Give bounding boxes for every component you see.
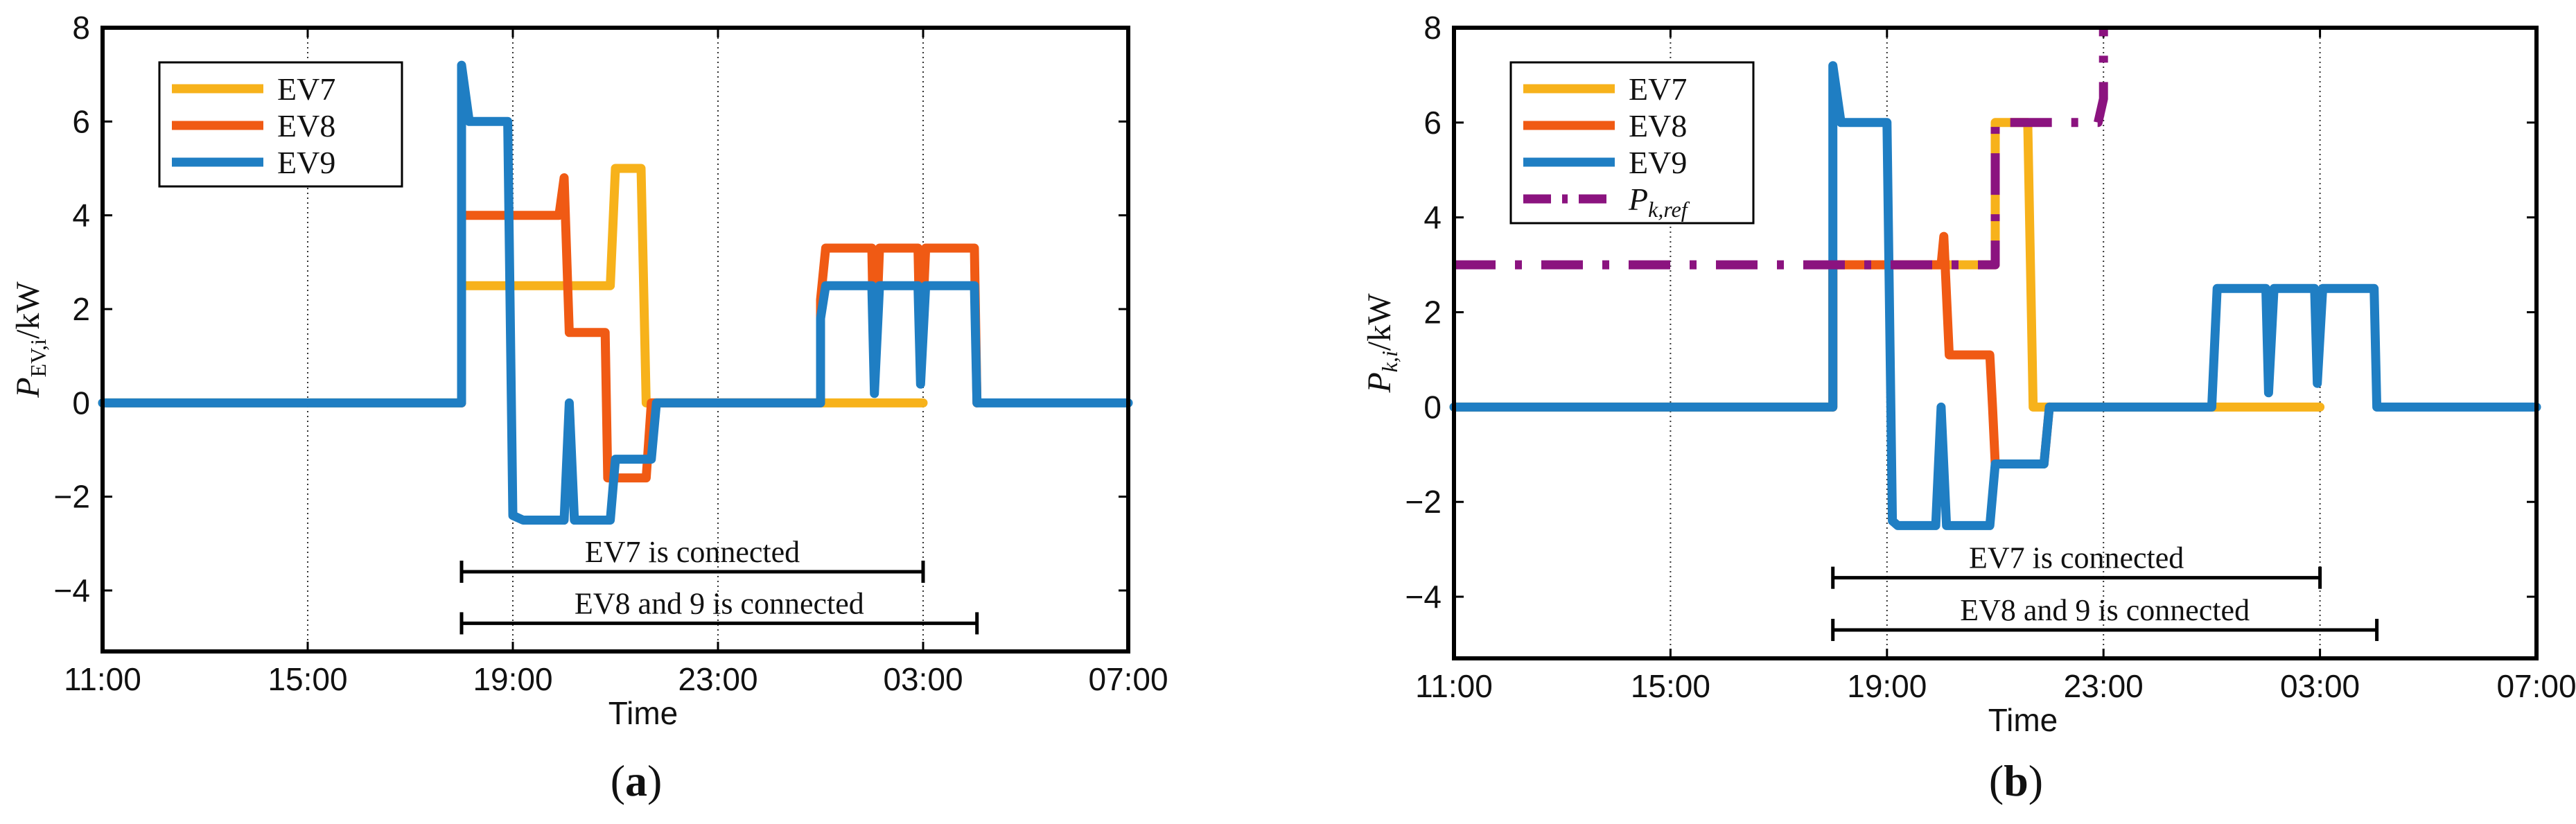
x-tick-label: 15:00 xyxy=(268,661,347,697)
y-tick-label: 4 xyxy=(1423,200,1442,236)
x-tick-label: 07:00 xyxy=(1088,661,1168,697)
legend-entry: EV7 xyxy=(277,71,335,107)
y-tick-label: 0 xyxy=(72,385,90,421)
y-axis-label: PEV,i/kW xyxy=(10,281,51,398)
y-tick-label: 2 xyxy=(1423,295,1442,331)
y-tick-label: −2 xyxy=(1405,484,1442,520)
legend-entry: EV9 xyxy=(277,145,335,180)
x-tick-label: 19:00 xyxy=(1847,668,1927,704)
x-tick-label: 23:00 xyxy=(678,661,757,697)
x-axis-label: Time xyxy=(608,695,678,731)
panel-label: (a) xyxy=(611,756,663,805)
chart-panel-b: 11:00 15:00 19:00 23:00 03:00 07:00 −4 −2 0 2 4 6 8 E… xyxy=(1361,10,2576,805)
interval-label: EV7 is connected xyxy=(585,535,800,569)
series-line-ev9 xyxy=(1449,61,2541,530)
axes-frame xyxy=(1452,26,2539,660)
x-tick-label: 03:00 xyxy=(883,661,963,697)
y-axis-label: Pk,i/kW xyxy=(1361,293,1402,394)
series-line-pkref xyxy=(1454,28,2108,270)
y-tick-label: 6 xyxy=(72,103,90,139)
y-tick-label: −4 xyxy=(54,572,90,608)
x-axis-label: Time xyxy=(1988,702,2058,738)
series-line-ev9 xyxy=(98,60,1133,525)
chart-panel-a: 11:00 15:00 19:00 23:00 03:00 07:00 −4 −2 0 2 4 6 8 E… xyxy=(10,10,1168,805)
x-tick-label: 11:00 xyxy=(1415,668,1493,704)
interval-label: EV8 and 9 is connected xyxy=(575,586,864,620)
legend-entry: Pk,ref xyxy=(1628,182,1690,222)
x-tick-label: 23:00 xyxy=(2064,668,2144,704)
legend-main: P xyxy=(1628,182,1648,217)
y-tick-label: 2 xyxy=(72,291,90,327)
y-tick-label: 8 xyxy=(1423,10,1442,46)
x-tick-label: 15:00 xyxy=(1631,668,1710,704)
x-tick-label: 19:00 xyxy=(473,661,552,697)
legend-sub: k,ref xyxy=(1648,197,1690,222)
x-tick-label: 03:00 xyxy=(2280,668,2360,704)
legend-entry: EV7 xyxy=(1629,71,1687,107)
y-tick-label: 0 xyxy=(1423,389,1442,425)
y-tick-label: −4 xyxy=(1405,579,1442,615)
y-tick-label: 4 xyxy=(72,198,90,234)
y-tick-label: 8 xyxy=(72,10,90,46)
x-tick-label: 11:00 xyxy=(64,661,141,697)
legend-entry: EV8 xyxy=(1629,108,1687,143)
y-tick-label: −2 xyxy=(54,479,90,515)
x-tick-label: 07:00 xyxy=(2496,668,2576,704)
legend-entry: EV9 xyxy=(1629,145,1687,180)
legend-entry: EV8 xyxy=(277,108,335,143)
axes-frame xyxy=(100,26,1130,654)
y-tick-label: 6 xyxy=(1423,105,1442,141)
series-line-ev8 xyxy=(457,173,982,483)
interval-label: EV8 and 9 is connected xyxy=(1960,593,2250,627)
panel-label: (b) xyxy=(1989,756,2043,805)
interval-label: EV7 is connected xyxy=(1969,541,2184,575)
